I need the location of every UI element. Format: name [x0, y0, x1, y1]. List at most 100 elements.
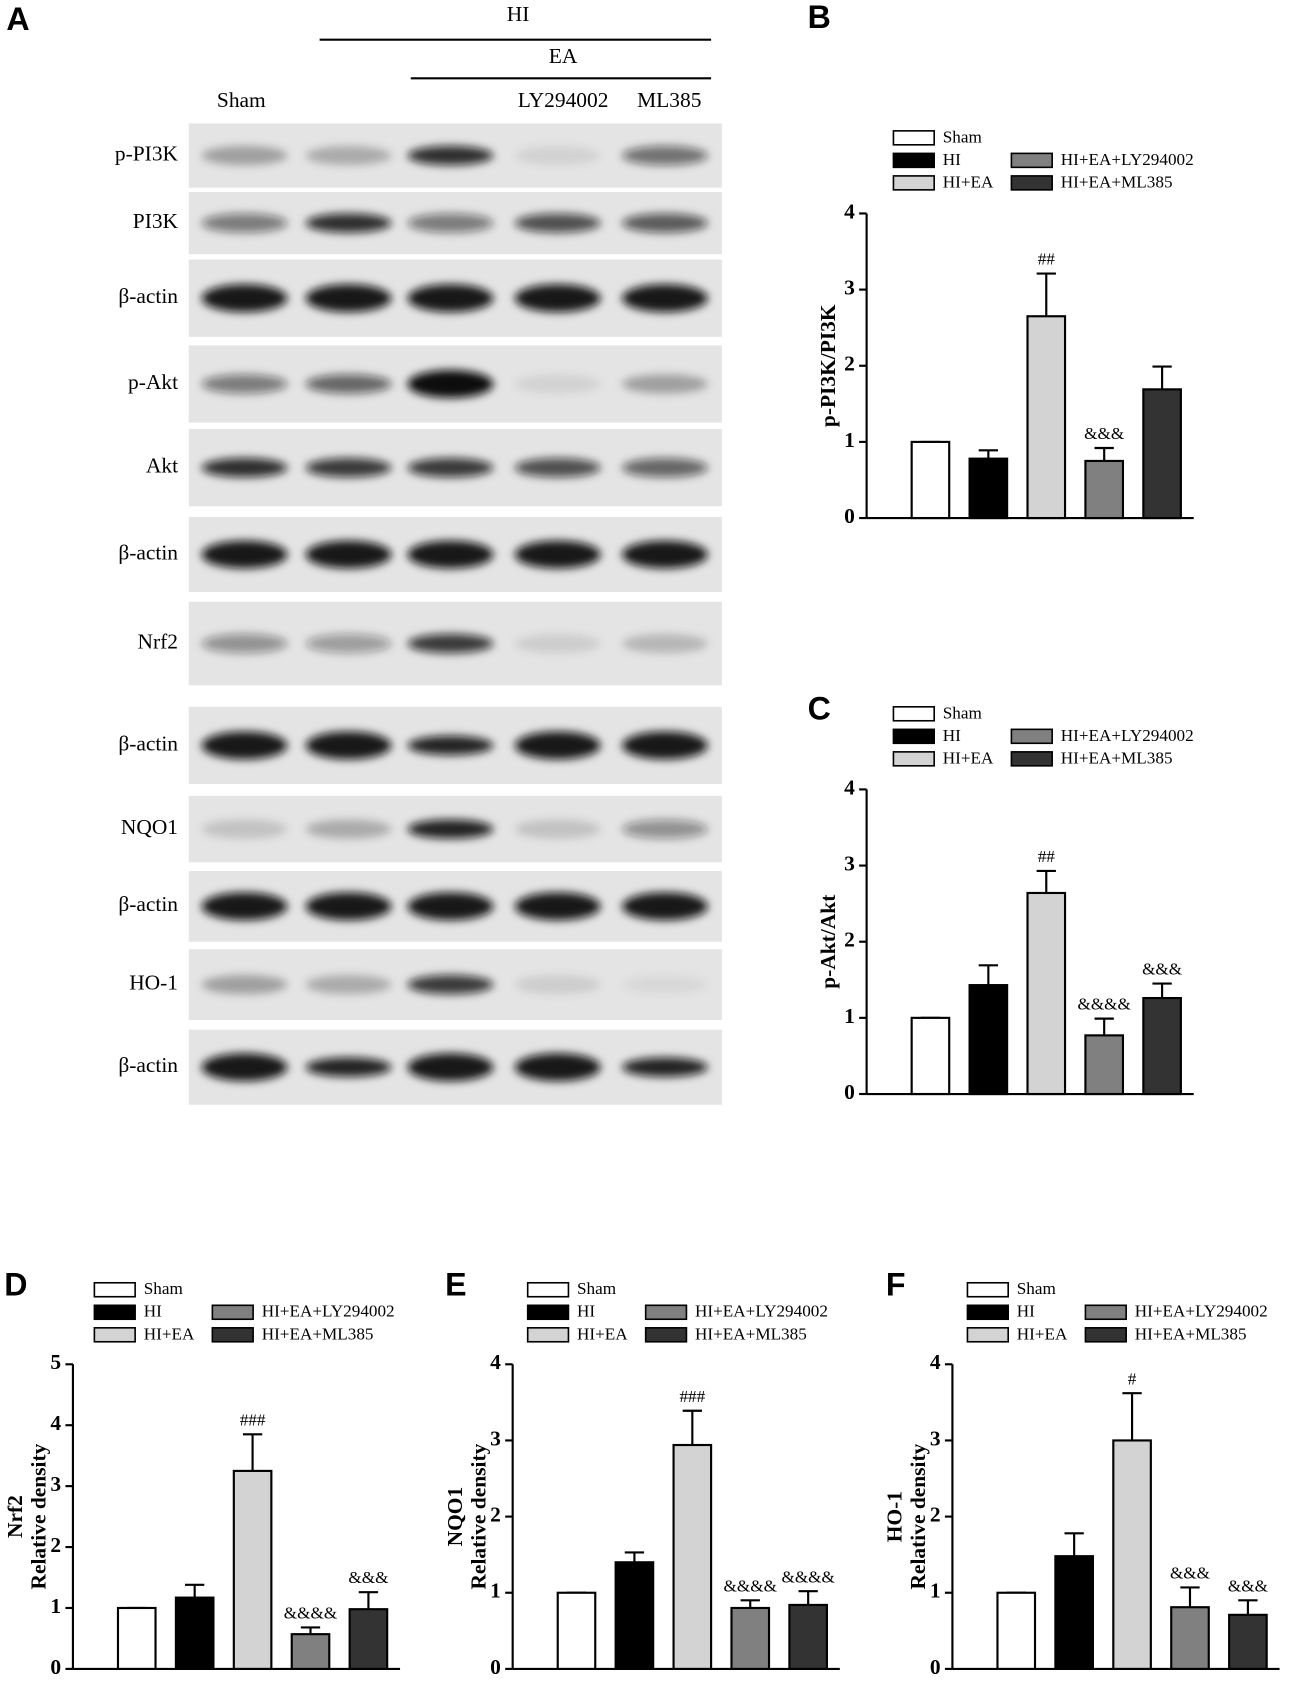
- y-tick-label: 2: [50, 1533, 61, 1557]
- legend-label: HI+EA+LY294002: [1135, 1302, 1268, 1321]
- bar: [1170, 1606, 1210, 1670]
- legend-swatch: [892, 706, 935, 722]
- legend-label: HI+EA+LY294002: [1061, 726, 1194, 745]
- bar: [730, 1606, 771, 1670]
- bar: [232, 1469, 273, 1670]
- annotation: &&&&: [724, 1576, 778, 1595]
- band: [622, 892, 708, 921]
- legend-label: Sham: [144, 1279, 184, 1298]
- band: [407, 892, 494, 921]
- legend-swatch: [93, 1327, 136, 1343]
- legend-swatch: [211, 1304, 254, 1321]
- annotation: &&&&: [781, 1567, 835, 1586]
- legend-swatch: [526, 1304, 570, 1321]
- annotation: #: [1128, 1369, 1137, 1388]
- legend-swatch: [892, 751, 935, 767]
- panel-label: C: [808, 691, 831, 727]
- band: [201, 892, 288, 921]
- annotation: &&&: [1170, 1563, 1211, 1582]
- band: [201, 374, 288, 394]
- y-axis-label: p-Akt/Akt: [816, 894, 840, 989]
- legend-label: HI+EA+LY294002: [695, 1302, 828, 1321]
- bar: [348, 1608, 389, 1670]
- lane-label: Sham: [217, 88, 266, 112]
- band: [305, 457, 392, 478]
- y-axis-label: p-PI3K/PI3K: [816, 304, 840, 427]
- bar: [290, 1633, 331, 1670]
- bar: [1084, 459, 1125, 520]
- legend-label: HI+EA+LY294002: [1061, 150, 1194, 169]
- band: [407, 974, 494, 995]
- legend-label: HI: [943, 150, 961, 169]
- y-axis-label: Relative density: [466, 1443, 490, 1589]
- band: [514, 1053, 601, 1082]
- band: [407, 284, 494, 313]
- band: [514, 145, 601, 166]
- band: [622, 731, 708, 760]
- band: [514, 633, 601, 654]
- band: [201, 457, 288, 478]
- legend-label: Sham: [577, 1279, 617, 1298]
- bar: [788, 1603, 829, 1670]
- band: [622, 819, 708, 839]
- y-axis-label: Nrf2: [3, 1495, 27, 1538]
- annotation: &&&: [1228, 1576, 1269, 1595]
- bar: [1054, 1555, 1094, 1670]
- row-label: Nrf2: [138, 629, 178, 653]
- bar: [556, 1591, 597, 1670]
- legend-swatch: [526, 1281, 570, 1298]
- band: [305, 731, 392, 760]
- annotation: &&&: [1084, 424, 1125, 443]
- y-tick-label: 0: [844, 1080, 855, 1104]
- row-label: β-actin: [118, 731, 178, 755]
- legend-swatch: [526, 1327, 570, 1343]
- y-tick-label: 2: [930, 1503, 941, 1527]
- y-tick-label: 0: [50, 1655, 61, 1679]
- legend-swatch: [1010, 175, 1053, 191]
- y-tick-label: 3: [490, 1426, 501, 1450]
- band: [407, 819, 494, 839]
- legend-swatch: [892, 152, 935, 169]
- legend-label: HI: [144, 1302, 162, 1321]
- bar: [614, 1561, 655, 1670]
- legend-label: HI+EA: [577, 1324, 628, 1343]
- bar: [672, 1443, 713, 1670]
- band: [305, 1057, 392, 1077]
- band: [407, 540, 494, 569]
- legend-swatch: [644, 1304, 688, 1321]
- band: [201, 145, 288, 166]
- legend-label: Sham: [1017, 1279, 1057, 1298]
- band: [622, 145, 708, 166]
- band: [305, 892, 392, 921]
- band: [201, 731, 288, 760]
- legend-swatch: [211, 1327, 254, 1343]
- y-tick-label: 3: [844, 276, 855, 300]
- band: [201, 284, 288, 313]
- band: [305, 145, 392, 166]
- y-tick-label: 5: [50, 1350, 61, 1374]
- row-label: NQO1: [121, 815, 178, 839]
- y-axis-label: NQO1: [443, 1487, 467, 1547]
- band: [407, 633, 494, 654]
- panel-label: D: [4, 1267, 27, 1303]
- y-tick-label: 4: [930, 1350, 941, 1374]
- legend-label: HI+EA: [943, 172, 994, 191]
- row-label: β-actin: [118, 1053, 178, 1077]
- band: [407, 735, 494, 756]
- legend-label: HI+EA+ML385: [1135, 1324, 1247, 1343]
- legend-label: HI+EA: [144, 1324, 195, 1343]
- band: [305, 284, 392, 313]
- annotation: &&&&: [1077, 995, 1131, 1014]
- y-tick-label: 1: [844, 428, 855, 452]
- bar: [968, 457, 1009, 520]
- annotation: &&&&: [284, 1604, 338, 1623]
- annotation: ###: [240, 1410, 266, 1429]
- legend-swatch: [1084, 1327, 1127, 1343]
- lane-label: ML385: [637, 88, 701, 112]
- bar: [910, 1016, 951, 1096]
- blot: p-PI3K PI3K β-actin p-Akt Akt β-actin Nrf2 β-ac…: [115, 123, 722, 1105]
- band: [622, 540, 708, 569]
- y-tick-label: 1: [844, 1004, 855, 1028]
- band: [622, 213, 708, 233]
- y-tick-label: 2: [490, 1503, 501, 1527]
